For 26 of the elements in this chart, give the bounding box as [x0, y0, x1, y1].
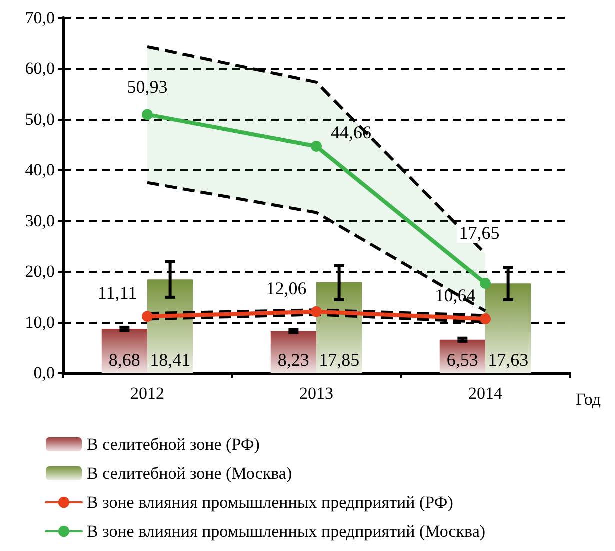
- y-tick-label: 0,0: [34, 364, 55, 382]
- data-label: 18,41: [150, 350, 191, 370]
- y-tick-label: 70,0: [25, 8, 55, 28]
- data-label: 17,85: [319, 350, 360, 370]
- y-tick-label: 10,0: [25, 312, 55, 332]
- data-label: 8,23: [278, 350, 310, 370]
- data-label: 12,06: [266, 278, 307, 298]
- y-tick-label: 40,0: [25, 160, 55, 180]
- y-tick-label: 20,0: [25, 262, 55, 282]
- x-tick-label: 2014: [468, 384, 503, 403]
- legend-label: В селитебной зоне (РФ): [87, 435, 260, 454]
- data-label: 50,93: [127, 77, 168, 98]
- legend-label: В зоне влияния промышленных предприятий (Москва): [87, 522, 486, 541]
- legend-label: В селитебной зоне (Москва): [87, 464, 292, 483]
- y-tick-label: 50,0: [25, 110, 55, 129]
- x-tick-label: 2012: [130, 384, 164, 403]
- y-tick-label: 60,0: [25, 59, 55, 78]
- data-label: 8,68: [108, 350, 140, 370]
- data-label: 17,63: [488, 350, 529, 370]
- legend-label: В зоне влияния промышленных предприятий (РФ): [87, 493, 454, 512]
- y-tick-label: 30,0: [25, 211, 55, 230]
- x-tick-label: 2013: [300, 384, 334, 403]
- data-label: 11,11: [98, 283, 138, 304]
- data-label: 6,53: [446, 350, 478, 370]
- x-axis-title: Год: [576, 390, 602, 409]
- data-label: 17,65: [459, 222, 500, 243]
